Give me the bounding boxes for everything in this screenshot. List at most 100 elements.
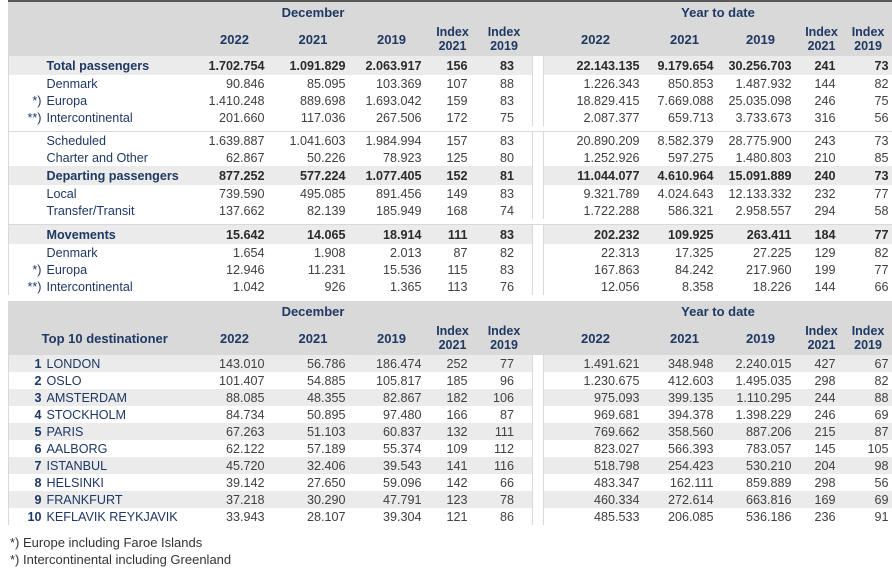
cell-dec-2021: 577.224 <box>272 166 354 185</box>
cell-ytd-2021: 206.085 <box>667 509 714 524</box>
cell-dec-2021: 495.085 <box>299 186 346 201</box>
index-label: Index <box>805 25 838 39</box>
cell-dec-2019: 186.474 <box>353 355 430 372</box>
destination-name: AMSTERDAM <box>44 389 197 406</box>
destinations-table-header: December Year to date Top 10 destination… <box>8 301 892 355</box>
cell-dec-2022: 739.590 <box>218 186 265 201</box>
cell-dec-index-2021: 149 <box>446 186 468 201</box>
cell-ytd-2021 <box>647 219 722 225</box>
destination-row: 2 OSLO 101.407 54.885 105.817 185 96 1.2… <box>9 372 892 389</box>
row-prefix <box>9 75 45 92</box>
cell-ytd-2019: 217.960 <box>745 262 792 277</box>
summary-table-body: Total passengers 1.702.754 1.091.829 2.0… <box>8 56 892 295</box>
cell-ytd-index-2021: 204 <box>799 457 844 474</box>
cell-dec-2019: 1.693.042 <box>365 93 422 108</box>
cell-dec-2022: 37.218 <box>196 491 273 508</box>
destination-rank: 8 <box>34 475 42 490</box>
row-label: Intercontinental <box>46 110 133 125</box>
cell-dec-2019: 97.480 <box>382 407 422 422</box>
cell-ytd-index-2019: 75 <box>874 93 889 108</box>
cell-ytd-index-2021: 244 <box>799 389 844 406</box>
cell-ytd-index-2021: 243 <box>814 133 836 148</box>
column-gap <box>532 149 545 166</box>
cell-ytd-index-2019: 56 <box>874 110 889 125</box>
column-gap <box>532 474 545 491</box>
cell-dec-2022 <box>196 126 273 132</box>
cell-ytd-2022: 823.027 <box>593 441 640 456</box>
cell-dec-2021: 30.290 <box>272 491 354 508</box>
cell-dec-index-2021: 166 <box>446 407 468 422</box>
destination-rank: 4 <box>34 407 42 422</box>
table-row: Departing passengers 877.252 577.224 1.0… <box>8 166 892 185</box>
cell-dec-2022: 90.846 <box>225 76 265 91</box>
cell-dec-2021: 56.786 <box>272 355 354 372</box>
empty-header <box>8 1 197 22</box>
footnote-europe: *) Europe including Faroe Islands <box>10 535 203 550</box>
cell-ytd-index-2019: 82 <box>874 245 889 260</box>
year-header-row: 2022 2021 2019 Index 2021 Index 2019 202… <box>8 22 892 56</box>
destination-row: 1 LONDON 143.010 56.786 186.474 252 77 1… <box>8 355 892 372</box>
cell-dec-2019: 1.077.405 <box>353 166 430 185</box>
cell-ytd-2021: 399.135 <box>647 389 722 406</box>
column-gap <box>532 261 545 278</box>
cell-dec-index-2019: 76 <box>500 279 515 294</box>
index-label: Index <box>851 324 885 338</box>
cell-dec-2019: 1.984.994 <box>365 133 422 148</box>
destination-rank: 3 <box>8 389 45 406</box>
row-prefix <box>9 185 45 202</box>
cell-ytd-index-2021: 144 <box>814 279 836 294</box>
cell-ytd-2019: 1.110.295 <box>721 389 800 406</box>
cell-ytd-2021: 586.321 <box>667 203 714 218</box>
cell-dec-2021 <box>272 219 354 225</box>
cell-dec-index-2021: 185 <box>446 373 468 388</box>
cell-dec-2019: 78.923 <box>382 150 422 165</box>
row-label: Local <box>46 186 77 201</box>
cell-ytd-index-2021 <box>799 219 844 225</box>
cell-dec-2021: 926 <box>324 279 346 294</box>
cell-ytd-2019: 27.225 <box>752 245 792 260</box>
cell-ytd-2019: 2.958.557 <box>735 203 792 218</box>
year-header-row: Top 10 destinationer 2022 2021 2019 Inde… <box>8 321 892 355</box>
cell-dec-index-2019: 66 <box>500 475 515 490</box>
cell-ytd-index-2019: 88 <box>843 389 892 406</box>
destinations-table-body: 1 LONDON 143.010 56.786 186.474 252 77 1… <box>8 355 892 525</box>
cell-dec-2019: 267.506 <box>375 110 422 125</box>
cell-dec-2021: 1.091.829 <box>272 56 354 75</box>
cell-dec-index-2021: 111 <box>429 224 476 244</box>
index-label: Index <box>805 324 838 338</box>
index-label: Index <box>851 25 885 39</box>
column-gap <box>532 321 544 355</box>
cell-ytd-index-2019: 73 <box>874 133 889 148</box>
table-row: Denmark 90.846 85.095 103.369 107 88 1.2… <box>9 75 892 92</box>
row-prefix: *) <box>32 262 42 277</box>
cell-dec-2022: 877.252 <box>196 166 273 185</box>
column-gap <box>532 457 545 474</box>
index-year: 2021 <box>438 39 467 53</box>
cell-dec-index-2021: 172 <box>446 110 468 125</box>
year-to-date-group-header: Year to date <box>543 1 892 22</box>
col-header-ytd-2021: 2021 <box>647 22 722 56</box>
cell-dec-2021 <box>272 126 354 132</box>
cell-ytd-2022 <box>543 126 648 132</box>
cell-dec-2022 <box>196 219 273 225</box>
column-gap <box>532 56 545 75</box>
cell-ytd-index-2019: 98 <box>843 457 892 474</box>
index-year: 2019 <box>854 39 882 53</box>
cell-dec-index-2019: 78 <box>475 491 533 508</box>
cell-ytd-2021: 8.582.379 <box>657 133 714 148</box>
cell-ytd-2019 <box>721 126 800 132</box>
cell-dec-2019: 39.543 <box>353 457 430 474</box>
period-header-row: December Year to date <box>8 1 892 22</box>
cell-dec-2021: 50.895 <box>306 407 346 422</box>
col-header-dec-index-2021: Index 2021 <box>429 321 476 355</box>
cell-dec-index-2021: 157 <box>446 133 468 148</box>
cell-ytd-2022: 18.829.415 <box>576 93 640 108</box>
summary-table-header: December Year to date 2022 2021 2019 Ind… <box>8 1 892 56</box>
cell-dec-index-2021: 252 <box>429 355 476 372</box>
cell-ytd-index-2019: 73 <box>843 56 892 75</box>
cell-ytd-index-2021: 210 <box>814 150 836 165</box>
cell-ytd-2019: 1.398.229 <box>735 407 792 422</box>
cell-ytd-index-2019: 67 <box>843 355 892 372</box>
cell-dec-index-2021: 168 <box>446 203 468 218</box>
row-label <box>44 219 197 225</box>
